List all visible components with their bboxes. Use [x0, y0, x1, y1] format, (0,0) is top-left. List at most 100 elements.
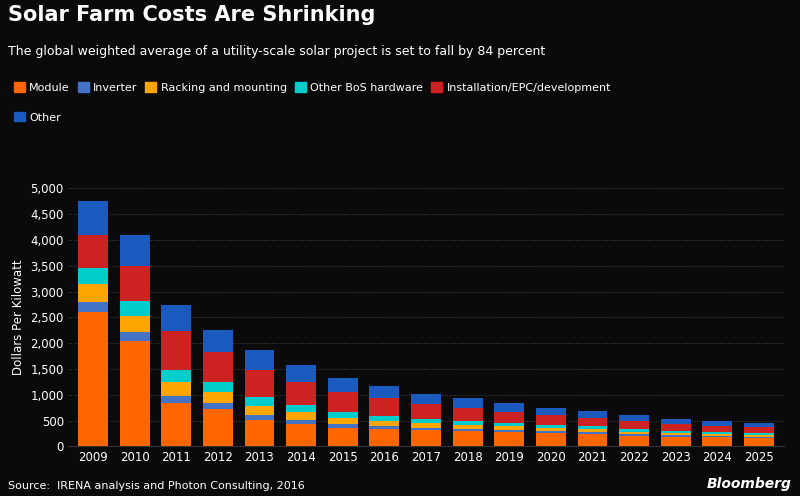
- Bar: [744, 436, 774, 438]
- Bar: [578, 418, 607, 427]
- Bar: [286, 412, 316, 420]
- Bar: [328, 413, 358, 419]
- Bar: [453, 425, 482, 429]
- Bar: [536, 408, 566, 415]
- Bar: [203, 392, 233, 403]
- Bar: [162, 370, 191, 382]
- Bar: [328, 392, 358, 413]
- Bar: [162, 396, 191, 403]
- Bar: [411, 428, 441, 431]
- Bar: [370, 385, 399, 398]
- Bar: [411, 404, 441, 419]
- Bar: [162, 382, 191, 396]
- Bar: [203, 403, 233, 409]
- Bar: [286, 424, 316, 446]
- Bar: [203, 329, 233, 352]
- Bar: [578, 430, 607, 433]
- Bar: [120, 332, 150, 341]
- Bar: [286, 405, 316, 412]
- Bar: [370, 416, 399, 421]
- Bar: [120, 316, 150, 332]
- Bar: [453, 431, 482, 446]
- Bar: [661, 433, 690, 435]
- Bar: [78, 235, 108, 268]
- Bar: [578, 434, 607, 446]
- Bar: [245, 420, 274, 446]
- Bar: [494, 432, 524, 446]
- Bar: [536, 425, 566, 428]
- Legend: Module, Inverter, Racking and mounting, Other BoS hardware, Installation/EPC/dev: Module, Inverter, Racking and mounting, …: [14, 82, 611, 93]
- Bar: [744, 435, 774, 436]
- Bar: [619, 434, 649, 436]
- Bar: [411, 419, 441, 423]
- Bar: [536, 415, 566, 425]
- Bar: [245, 397, 274, 406]
- Bar: [286, 382, 316, 405]
- Bar: [370, 421, 399, 426]
- Bar: [245, 370, 274, 397]
- Bar: [661, 424, 690, 431]
- Text: Source:  IRENA analysis and Photon Consulting, 2016: Source: IRENA analysis and Photon Consul…: [8, 481, 305, 491]
- Text: Solar Farm Costs Are Shrinking: Solar Farm Costs Are Shrinking: [8, 5, 375, 25]
- Bar: [78, 268, 108, 284]
- Bar: [661, 435, 690, 437]
- Bar: [494, 427, 524, 430]
- Bar: [702, 426, 732, 432]
- Bar: [162, 305, 191, 331]
- Bar: [536, 433, 566, 446]
- Bar: [286, 420, 316, 424]
- Bar: [245, 406, 274, 415]
- Bar: [370, 398, 399, 416]
- Bar: [120, 341, 150, 446]
- Bar: [494, 423, 524, 427]
- Bar: [203, 381, 233, 392]
- Bar: [619, 436, 649, 446]
- Bar: [494, 403, 524, 412]
- Bar: [453, 398, 482, 408]
- Bar: [453, 429, 482, 431]
- Bar: [744, 423, 774, 428]
- Bar: [619, 429, 649, 432]
- Bar: [744, 428, 774, 433]
- Bar: [120, 235, 150, 266]
- Bar: [411, 423, 441, 428]
- Bar: [203, 352, 233, 381]
- Bar: [286, 366, 316, 382]
- Bar: [702, 421, 732, 426]
- Bar: [578, 411, 607, 418]
- Bar: [162, 331, 191, 370]
- Bar: [702, 432, 732, 434]
- Bar: [411, 394, 441, 404]
- Bar: [328, 378, 358, 392]
- Text: Bloomberg: Bloomberg: [707, 477, 792, 491]
- Bar: [661, 419, 690, 424]
- Bar: [411, 431, 441, 446]
- Bar: [578, 427, 607, 430]
- Bar: [661, 431, 690, 433]
- Bar: [78, 201, 108, 235]
- Legend: Other: Other: [14, 112, 61, 123]
- Bar: [453, 421, 482, 425]
- Bar: [328, 424, 358, 428]
- Bar: [328, 419, 358, 424]
- Bar: [702, 436, 732, 437]
- Text: The global weighted average of a utility-scale solar project is set to fall by 8: The global weighted average of a utility…: [8, 45, 546, 58]
- Bar: [744, 433, 774, 435]
- Bar: [536, 431, 566, 433]
- Bar: [744, 438, 774, 446]
- Bar: [370, 429, 399, 446]
- Bar: [78, 284, 108, 302]
- Y-axis label: Dollars Per Kilowatt: Dollars Per Kilowatt: [12, 259, 25, 375]
- Bar: [494, 412, 524, 423]
- Bar: [702, 437, 732, 446]
- Bar: [619, 432, 649, 434]
- Bar: [370, 426, 399, 429]
- Bar: [578, 433, 607, 434]
- Bar: [78, 312, 108, 446]
- Bar: [453, 408, 482, 421]
- Bar: [245, 415, 274, 420]
- Bar: [162, 403, 191, 446]
- Bar: [619, 415, 649, 421]
- Bar: [78, 302, 108, 312]
- Bar: [661, 437, 690, 446]
